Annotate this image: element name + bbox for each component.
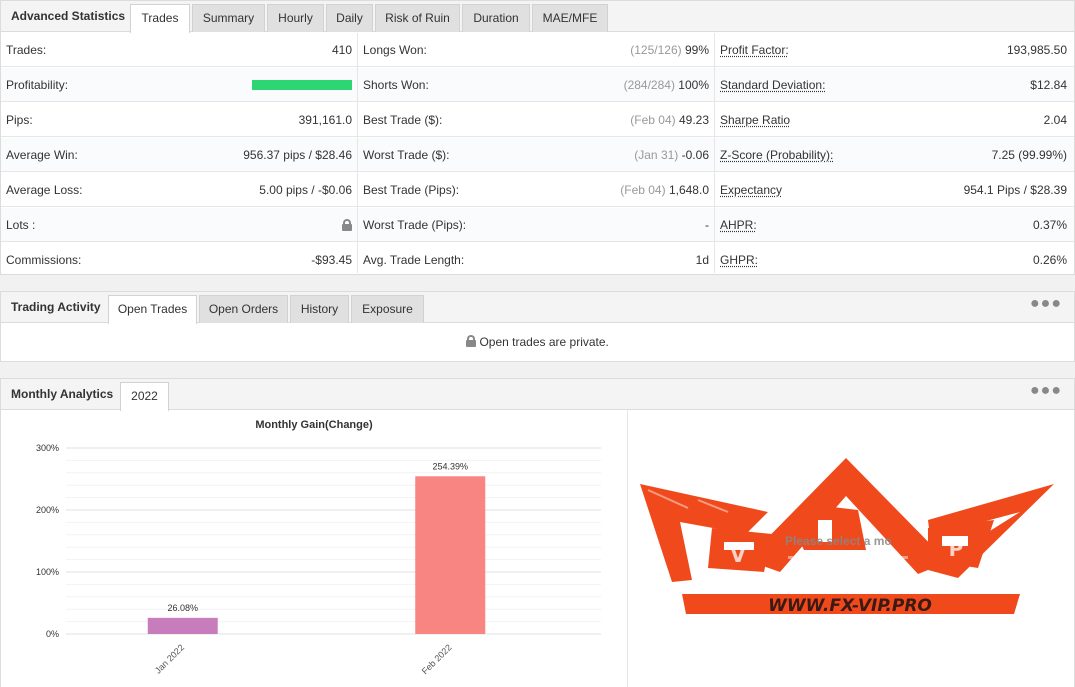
best-trade-pips-value: (Feb 04) 1,648.0 (620, 183, 709, 197)
sharpe-ratio-label[interactable]: Sharpe Ratio (720, 113, 791, 127)
watermark-letter-i: I (822, 523, 829, 547)
profitability-label: Profitability: (6, 78, 69, 92)
chart-plot: 0% 100% 200% 300% 26.08% Jan 2022 254.39% Feb 2… (36, 443, 601, 676)
trading-activity-title: Trading Activity (11, 300, 101, 314)
profit-factor-value: 193,985.50 (1006, 43, 1067, 57)
stats-row: Trades: 410 Longs Won: (125/126) 99% Pro… (1, 33, 1074, 67)
bar-value-label: 254.39% (432, 461, 468, 471)
average-loss-value: 5.00 pips / -$0.06 (259, 183, 352, 197)
ghpr-label[interactable]: GHPR: (720, 253, 759, 267)
commissions-label: Commissions: (6, 253, 82, 267)
worst-trade-pips-value: - (705, 218, 709, 232)
advanced-statistics-panel: Advanced Statistics Trades Summary Hourl… (0, 0, 1075, 275)
ahpr-label[interactable]: AHPR: (720, 218, 757, 232)
worst-trade-usd-label: Worst Trade ($): (363, 148, 450, 162)
tab-open-orders[interactable]: Open Orders (199, 295, 288, 323)
y-tick-label: 100% (36, 567, 59, 577)
best-trade-usd-label: Best Trade ($): (363, 113, 443, 127)
y-tick-label: 300% (36, 443, 59, 453)
best-trade-usd-value: (Feb 04) 49.23 (630, 113, 709, 127)
average-loss-label: Average Loss: (6, 183, 83, 197)
private-message-text: Open trades are private. (479, 335, 609, 349)
sharpe-ratio-value: 2.04 (1043, 113, 1067, 127)
crown-watermark-logo: WWW.FX-VIP.PRO V I P (640, 458, 1054, 616)
expectancy-label[interactable]: Expectancy (720, 183, 783, 197)
tab-daily[interactable]: Daily (326, 4, 373, 32)
stats-row: Pips: 391,161.0 Best Trade ($): (Feb 04)… (1, 103, 1074, 137)
tab-mae-mfe[interactable]: MAE/MFE (532, 4, 608, 32)
ghpr-value: 0.26% (1032, 253, 1067, 267)
standard-deviation-label[interactable]: Standard Deviation: (720, 78, 826, 92)
shorts-won-label: Shorts Won: (363, 78, 429, 92)
y-tick-label: 200% (36, 505, 59, 515)
more-dots-icon[interactable]: ●●● (1030, 382, 1062, 399)
advanced-statistics-title: Advanced Statistics (11, 9, 126, 23)
monthly-analytics-panel: Monthly Analytics 2022 ●●● Monthly Gain(… (0, 378, 1075, 687)
avg-trade-length-value: 1d (695, 253, 709, 267)
z-score-label[interactable]: Z-Score (Probability): (720, 148, 834, 162)
stats-row: Profitability: Shorts Won: (284/284) 100… (1, 68, 1074, 102)
longs-won-value: (125/126) 99% (630, 43, 709, 57)
lock-icon (466, 335, 477, 347)
lots-label: Lots : (6, 218, 36, 232)
tab-hourly[interactable]: Hourly (267, 4, 324, 32)
tab-history[interactable]: History (290, 295, 349, 323)
z-score-value: 7.25 (99.99%) (991, 148, 1067, 162)
pips-label: Pips: (6, 113, 33, 127)
shorts-won-value: (284/284) 100% (623, 78, 709, 92)
profitability-bar (252, 80, 352, 90)
watermark-letter-v: V (730, 543, 746, 567)
x-tick-label: Feb 2022 (420, 642, 454, 676)
more-dots-icon[interactable]: ●●● (1030, 295, 1062, 312)
private-message: Open trades are private. (1, 323, 1074, 361)
profitability-bar-track (252, 80, 352, 90)
watermark-letter-p: P (949, 537, 964, 561)
average-win-value: 956.37 pips / $28.46 (243, 148, 352, 162)
tab-duration[interactable]: Duration (462, 4, 530, 32)
monthly-analytics-title: Monthly Analytics (11, 387, 114, 401)
stats-row: Commissions: -$93.45 Avg. Trade Length: … (1, 243, 1074, 277)
select-month-prompt: Please select a mo (785, 534, 892, 548)
bar (147, 617, 218, 634)
trades-label: Trades: (6, 43, 47, 57)
standard-deviation-value: $12.84 (1030, 78, 1067, 92)
tab-2022[interactable]: 2022 (120, 382, 169, 411)
column-divider (714, 33, 715, 273)
average-win-label: Average Win: (6, 148, 78, 162)
trades-value: 410 (331, 43, 352, 57)
tab-risk-of-ruin[interactable]: Risk of Ruin (375, 4, 460, 32)
watermark-text: WWW.FX-VIP.PRO (768, 596, 932, 616)
best-trade-pips-label: Best Trade (Pips): (363, 183, 460, 197)
stats-row: Average Win: 956.37 pips / $28.46 Worst … (1, 138, 1074, 172)
expectancy-value: 954.1 Pips / $28.39 (963, 183, 1067, 197)
stats-row: Lots : Worst Trade (Pips): - AHPR: 0.37% (1, 208, 1074, 242)
tab-open-trades[interactable]: Open Trades (108, 295, 197, 324)
chart-title: Monthly Gain(Change) (255, 419, 373, 431)
chart-divider (627, 410, 628, 687)
monthly-analytics-tabbar: Monthly Analytics 2022 ●●● (1, 379, 1074, 411)
monthly-gain-chart: Monthly Gain(Change) 0% 100% 200% 300% 26.08… (1, 410, 627, 687)
worst-trade-usd-value: (Jan 31) -0.06 (634, 148, 709, 162)
watermark-area: WWW.FX-VIP.PRO V I P Please select a mo (628, 410, 1074, 687)
advanced-statistics-tabbar: Advanced Statistics Trades Summary Hourl… (1, 1, 1074, 33)
bar (415, 476, 486, 634)
column-divider (357, 33, 358, 273)
trading-activity-tabbar: Trading Activity Open Trades Open Orders… (1, 292, 1074, 324)
y-tick-label: 0% (46, 629, 59, 639)
stats-row: Average Loss: 5.00 pips / -$0.06 Best Tr… (1, 173, 1074, 207)
x-tick-label: Jan 2022 (153, 642, 186, 675)
worst-trade-pips-label: Worst Trade (Pips): (363, 218, 467, 232)
profit-factor-label[interactable]: Profit Factor: (720, 43, 789, 57)
bar-value-label: 26.08% (167, 603, 198, 613)
lock-icon (342, 219, 352, 231)
tab-exposure[interactable]: Exposure (351, 295, 424, 323)
longs-won-label: Longs Won: (363, 43, 427, 57)
avg-trade-length-label: Avg. Trade Length: (363, 253, 465, 267)
commissions-value: -$93.45 (311, 253, 352, 267)
tab-trades[interactable]: Trades (130, 4, 190, 33)
trading-activity-panel: Trading Activity Open Trades Open Orders… (0, 291, 1075, 362)
tab-summary[interactable]: Summary (192, 4, 265, 32)
ahpr-value: 0.37% (1032, 218, 1067, 232)
pips-value: 391,161.0 (298, 113, 352, 127)
